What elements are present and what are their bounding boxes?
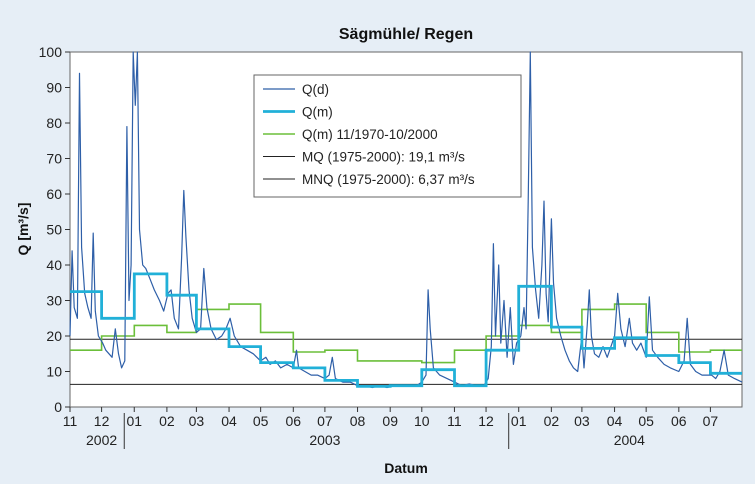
year-label: 2004: [614, 432, 645, 448]
x-tick-label: 01: [511, 413, 527, 429]
x-tick-label: 02: [159, 413, 175, 429]
legend-entry-qd-label: Q(d): [302, 82, 329, 97]
y-tick-label: 60: [46, 186, 62, 202]
y-tick-label: 70: [46, 151, 62, 167]
x-tick-label: 08: [350, 413, 366, 429]
x-tick-label: 04: [221, 413, 237, 429]
y-tick-label: 90: [46, 80, 62, 96]
year-label: 2002: [86, 432, 117, 448]
series-qm-line: [70, 272, 742, 388]
y-tick-label: 50: [46, 222, 62, 238]
x-tick-label: 12: [478, 413, 494, 429]
x-tick-label: 05: [253, 413, 269, 429]
y-tick-label: 20: [46, 328, 62, 344]
y-axis-title: Q [m³/s]: [15, 203, 31, 256]
x-axis: 11 12 01 02 03 04 05 06 07 08 09 10 11 12 01 02 03 04 05 06…: [63, 407, 719, 449]
legend-entry-mnq-label: MNQ (1975-2000): 6,37 m³/s: [302, 172, 475, 187]
legend-box: [253, 74, 522, 198]
x-tick-label: 05: [638, 413, 654, 429]
legend-entry-mq-label: MQ (1975-2000): 19,1 m³/s: [302, 150, 465, 165]
y-tick-label: 100: [39, 44, 63, 60]
y-tick-label: 30: [46, 293, 62, 309]
x-tick-label: 06: [286, 413, 302, 429]
series-layer: [69, 51, 743, 389]
legend: Q(d) Q(m) Q(m) 11/1970-10/2000 MQ (1975-200…: [253, 74, 522, 198]
x-tick-label: 09: [382, 413, 398, 429]
x-tick-label: 11: [447, 413, 462, 429]
series-qm-longterm-line: [70, 303, 742, 364]
y-tick-label: 40: [46, 257, 62, 273]
x-tick-label: 03: [574, 413, 590, 429]
y-axis: 0 10 20 30 40 50 60 70 80 90 100: [39, 44, 70, 415]
year-label: 2003: [309, 432, 340, 448]
legend-entry-qm-longterm-label: Q(m) 11/1970-10/2000: [302, 127, 438, 142]
x-axis-title: Datum: [384, 460, 428, 476]
chart-title: Sägmühle/ Regen: [339, 26, 473, 43]
x-tick-label: 10: [414, 413, 430, 429]
x-tick-label: 06: [671, 413, 687, 429]
x-tick-label: 12: [94, 413, 110, 429]
x-tick-label: 11: [63, 413, 78, 429]
y-tick-label: 10: [46, 364, 62, 380]
y-tick-label: 80: [46, 115, 62, 131]
y-tick-label: 0: [54, 399, 62, 415]
x-tick-label: 01: [126, 413, 142, 429]
x-tick-label: 02: [544, 413, 560, 429]
x-tick-label: 07: [703, 413, 719, 429]
x-tick-label: 07: [317, 413, 333, 429]
x-tick-label: 03: [189, 413, 205, 429]
legend-entry-qm-label: Q(m): [302, 105, 333, 120]
x-tick-label: 04: [607, 413, 623, 429]
